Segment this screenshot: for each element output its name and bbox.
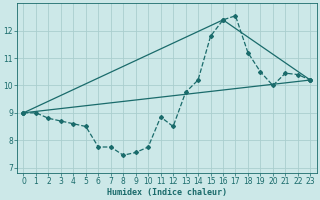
X-axis label: Humidex (Indice chaleur): Humidex (Indice chaleur) bbox=[107, 188, 227, 197]
